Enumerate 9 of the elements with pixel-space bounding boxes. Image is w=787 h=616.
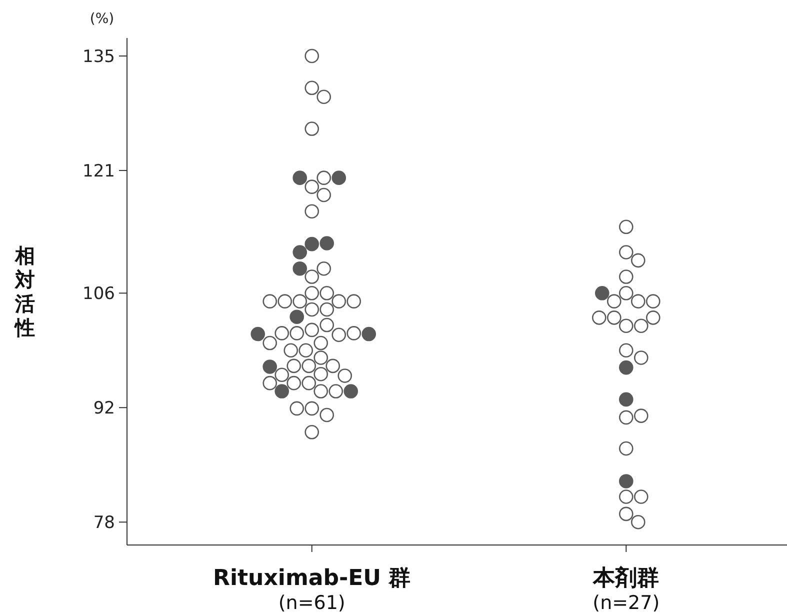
y-tick-label: 106: [82, 284, 115, 304]
y-tick-label: 92: [93, 398, 115, 419]
y-tick-label: 135: [82, 46, 115, 67]
text: (%): [90, 11, 114, 27]
x-tick-label: Rituximab-EU 群 (n=61): [213, 566, 411, 614]
y-axis-title: 相対活性: [13, 244, 35, 340]
x-tick-label: 本剤群 (n=27): [592, 565, 660, 614]
y-tick-label: 121: [82, 161, 115, 182]
y-tick-label: 78: [93, 513, 115, 534]
